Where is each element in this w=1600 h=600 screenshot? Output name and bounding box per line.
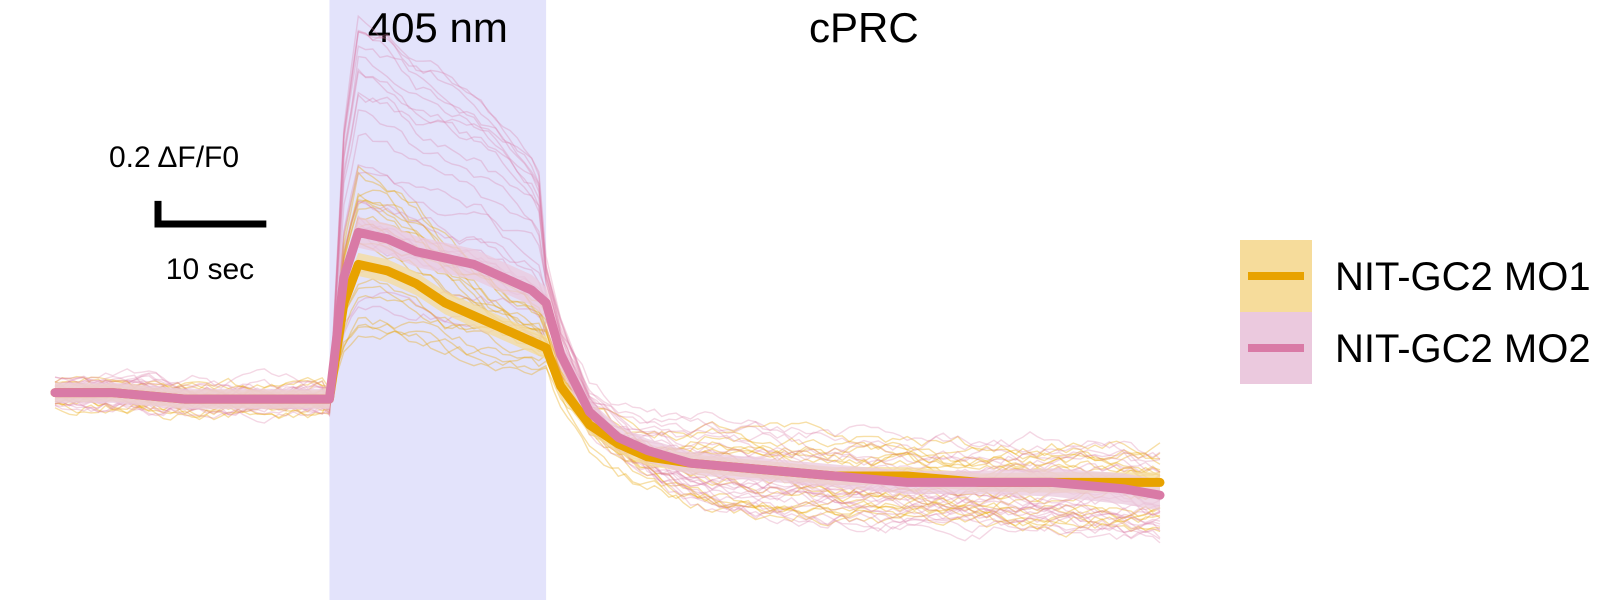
legend-label: NIT-GC2 MO2: [1335, 327, 1591, 371]
trial-trace: [54, 67, 1161, 459]
legend-label: NIT-GC2 MO1: [1335, 255, 1591, 299]
mean-line: [50, 227, 1165, 500]
trial-trace: [54, 316, 1161, 528]
scale-bar: 0.2 ΔF/F0 10 sec: [109, 141, 267, 286]
legend: NIT-GC2 MO1 NIT-GC2 MO2: [1240, 240, 1591, 384]
stimulus-label: 405 nm: [368, 4, 508, 51]
sem-band: [55, 252, 1160, 493]
scale-bar-x-label: 10 sec: [166, 253, 254, 286]
region-label: cPRC: [809, 4, 919, 51]
trial-trace: [54, 285, 1161, 530]
scale-bar-lines: [154, 200, 267, 228]
mean-lines: [50, 227, 1165, 500]
scale-bar-y-label: 0.2 ΔF/F0: [109, 141, 239, 174]
trial-trace: [54, 55, 1161, 528]
trial-trace: [54, 192, 1161, 476]
trial-trace: [54, 163, 1161, 473]
